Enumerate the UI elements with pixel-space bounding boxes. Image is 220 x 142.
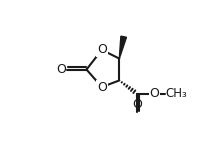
Text: CH₃: CH₃ (166, 87, 187, 100)
Text: O: O (132, 98, 142, 111)
Text: O: O (149, 87, 159, 100)
Text: O: O (97, 43, 107, 56)
Text: O: O (56, 63, 66, 76)
Polygon shape (119, 36, 126, 59)
Text: O: O (97, 81, 107, 94)
